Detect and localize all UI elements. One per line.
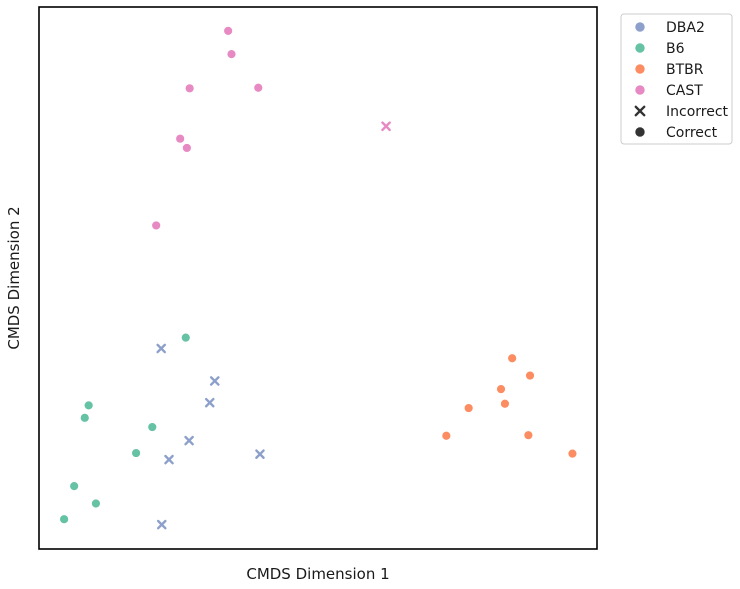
data-point-dba2-7 bbox=[156, 519, 167, 530]
data-point-dba2-5 bbox=[164, 454, 174, 465]
legend-marker-b6 bbox=[634, 42, 646, 54]
data-point-b6-6 bbox=[69, 481, 79, 491]
data-point-btbr-6 bbox=[441, 431, 452, 441]
data-point-btbr-4 bbox=[463, 403, 474, 413]
legend-marker-cast bbox=[634, 84, 646, 96]
data-point-btbr-7 bbox=[523, 430, 534, 440]
data-point-b6-8 bbox=[59, 514, 69, 524]
legend-label-incorrect: Incorrect bbox=[666, 104, 729, 120]
legend-marker-incorrect bbox=[634, 105, 646, 117]
legend-label-dba2: DBA2 bbox=[666, 20, 705, 36]
data-point-btbr-3 bbox=[496, 384, 506, 394]
data-point-cast-6 bbox=[175, 134, 185, 144]
legend-label-btbr: BTBR bbox=[666, 62, 704, 78]
legend: DBA2 B6 BTBR CAST Incorrect Correct bbox=[620, 13, 733, 145]
data-point-dba2-4 bbox=[184, 435, 194, 446]
data-point-dba2-1 bbox=[156, 343, 167, 354]
legend-label-b6: B6 bbox=[666, 41, 685, 57]
data-point-b6-5 bbox=[131, 448, 141, 458]
data-point-cast-4 bbox=[253, 83, 263, 93]
data-point-cast-2 bbox=[226, 49, 237, 59]
legend-label-cast: CAST bbox=[666, 83, 703, 99]
legend-marker-btbr bbox=[634, 63, 646, 75]
legend-marker-dba2 bbox=[634, 21, 646, 33]
legend-marker-correct bbox=[634, 126, 646, 138]
plot-frame bbox=[38, 6, 598, 550]
data-point-b6-2 bbox=[83, 400, 94, 411]
data-point-cast-1 bbox=[223, 26, 233, 36]
data-point-btbr-1 bbox=[507, 353, 517, 363]
y-axis-label: CMDS Dimension 2 bbox=[5, 206, 23, 349]
data-points bbox=[59, 26, 578, 530]
data-point-b6-1 bbox=[181, 332, 191, 343]
data-point-cast-3 bbox=[184, 83, 195, 94]
data-point-btbr-8 bbox=[567, 448, 578, 459]
legend-label-correct: Correct bbox=[666, 125, 718, 141]
data-point-dba2-2 bbox=[209, 376, 220, 386]
data-point-btbr-2 bbox=[525, 370, 535, 381]
x-axis-label: CMDS Dimension 1 bbox=[246, 565, 389, 583]
legend-frame bbox=[620, 13, 733, 145]
data-point-b6-4 bbox=[147, 422, 157, 432]
data-point-dba2-6 bbox=[255, 449, 265, 459]
data-point-b6-3 bbox=[80, 413, 90, 423]
data-point-btbr-5 bbox=[500, 399, 510, 409]
data-point-b6-7 bbox=[91, 498, 101, 509]
data-point-cast-7 bbox=[182, 143, 192, 153]
data-point-cast-5 bbox=[381, 121, 391, 132]
data-point-dba2-3 bbox=[204, 397, 215, 408]
data-point-cast-8 bbox=[151, 220, 161, 231]
